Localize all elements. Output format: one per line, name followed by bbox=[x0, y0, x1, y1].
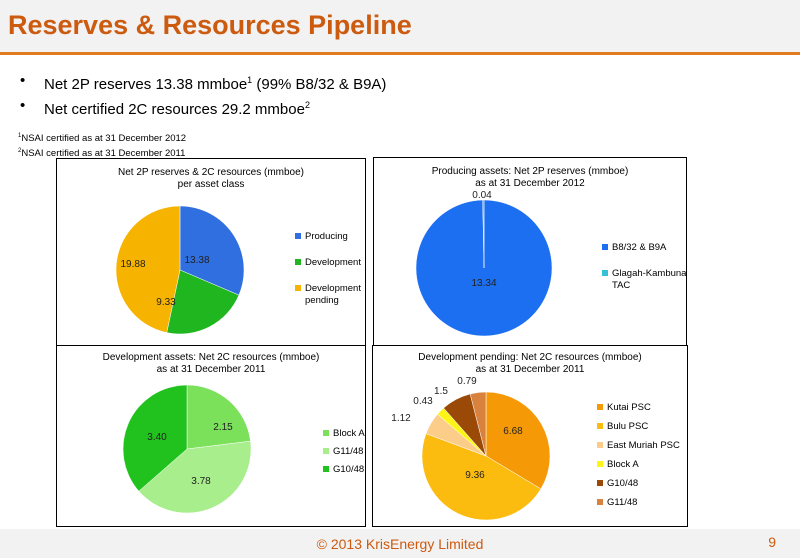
chart-title-line: Development assets: Net 2C resources (mm… bbox=[103, 352, 320, 363]
legend-label-kutai-psc: Kutai PSC bbox=[607, 402, 651, 413]
pie-chart: Net 2P reserves & 2C resources (mmboe)pe… bbox=[115, 167, 361, 335]
pie-slice-kutai-psc bbox=[485, 391, 551, 490]
legend-swatch-development bbox=[295, 259, 301, 265]
legend-label-bulu-psc: Bulu PSC bbox=[607, 421, 648, 432]
pie-chart: Development pending: Net 2C resources (m… bbox=[391, 352, 680, 521]
page-title: Reserves & Resources Pipeline bbox=[8, 10, 412, 40]
title-bar bbox=[0, 0, 800, 52]
data-label-g10-48: 3.40 bbox=[147, 432, 167, 443]
bullet-dot: • bbox=[20, 97, 26, 114]
legend-swatch-block-a bbox=[597, 461, 603, 467]
legend-swatch-glagah-kambuna-tac bbox=[602, 270, 608, 276]
pie-slice-g10-48 bbox=[122, 384, 188, 492]
data-label-b8-32-b9a: 13.34 bbox=[471, 278, 496, 289]
legend-label-development-pending: Development bbox=[305, 283, 361, 294]
legend-label-block-a: Block A bbox=[333, 428, 365, 439]
legend-swatch-east-muriah-psc bbox=[597, 442, 603, 448]
legend-swatch-g10-48 bbox=[597, 480, 603, 486]
data-label-block-a: 2.15 bbox=[213, 422, 233, 433]
legend-swatch-kutai-psc bbox=[597, 404, 603, 410]
legend-label-development: Development bbox=[305, 257, 361, 268]
data-label-g11-48: 3.78 bbox=[191, 476, 211, 487]
data-label-g11-48: 0.79 bbox=[457, 376, 477, 387]
footnotes: 1NSAI certified as at 31 December 2012 2… bbox=[18, 130, 186, 160]
chart-panel-development-pending: Development pending: Net 2C resources (m… bbox=[372, 345, 688, 527]
pie-slice-block-a bbox=[186, 384, 251, 450]
legend-label-b8-32-b9a: B8/32 & B9A bbox=[612, 242, 667, 253]
chart-panel-development: Development assets: Net 2C resources (mm… bbox=[56, 345, 366, 527]
legend-label-g10-48: G10/48 bbox=[333, 464, 364, 475]
chart-panel-producing: Producing assets: Net 2P reserves (mmboe… bbox=[373, 157, 687, 346]
pie-chart: Producing assets: Net 2P reserves (mmboe… bbox=[415, 166, 686, 337]
legend-swatch-block-a bbox=[323, 430, 329, 436]
legend-swatch-development-pending bbox=[295, 285, 301, 291]
pie-slice-development bbox=[166, 269, 240, 335]
page-number: 9 bbox=[768, 534, 776, 550]
legend-swatch-producing bbox=[295, 233, 301, 239]
legend-swatch-g11-48 bbox=[323, 448, 329, 454]
pie-slice-producing bbox=[179, 205, 245, 296]
bullet-text: Net certified 2C resources 29.2 mmboe2 bbox=[44, 100, 310, 118]
bullet-list: • Net 2P reserves 13.38 mmboe1 (99% B8/3… bbox=[20, 70, 386, 120]
legend-label-g11-48: G11/48 bbox=[333, 446, 363, 457]
legend-swatch-b8-32-b9a bbox=[602, 244, 608, 250]
pie-slice-g11-48 bbox=[138, 440, 252, 514]
footer-bar bbox=[0, 529, 800, 558]
footnote: 1NSAI certified as at 31 December 2012 bbox=[18, 133, 187, 145]
data-label-kutai-psc: 6.68 bbox=[503, 426, 523, 437]
pie-slice-development-pending bbox=[115, 205, 181, 333]
pie-slice-bulu-psc bbox=[421, 433, 542, 521]
chart-title-line: Producing assets: Net 2P reserves (mmboe… bbox=[432, 166, 629, 177]
chart-panel-asset-class: Net 2P reserves & 2C resources (mmboe) pe… bbox=[56, 158, 366, 347]
legend-label-producing: Producing bbox=[305, 231, 348, 242]
footnote: 2NSAI certified as at 31 December 2011 bbox=[18, 148, 186, 160]
legend-label-g11-48: G11/48 bbox=[607, 497, 637, 508]
data-label-g10-48: 1.5 bbox=[434, 386, 448, 397]
legend-swatch-g10-48 bbox=[323, 466, 329, 472]
legend-swatch-g11-48 bbox=[597, 499, 603, 505]
data-label-east-muriah-psc: 1.12 bbox=[391, 413, 411, 424]
pie-slice-g11-48 bbox=[469, 391, 487, 457]
data-label-block-a: 0.43 bbox=[413, 396, 433, 407]
pie-slice-glagah-kambuna-tac bbox=[482, 199, 485, 269]
data-label-bulu-psc: 9.36 bbox=[465, 470, 485, 481]
legend-label-glagah-kambuna-tac: Glagah-Kambuna bbox=[612, 268, 686, 279]
pie-chart: Development assets: Net 2C resources (mm… bbox=[103, 352, 365, 514]
footer-copyright: © 2013 KrisEnergy Limited bbox=[316, 536, 484, 552]
data-label-glagah-kambuna-tac: 0.04 bbox=[472, 190, 492, 201]
legend-label-block-a: Block A bbox=[607, 459, 639, 470]
data-label-development: 9.33 bbox=[156, 297, 176, 308]
chart-title-line: per asset class bbox=[178, 179, 245, 190]
chart-title-line: Net 2P reserves & 2C resources (mmboe) bbox=[118, 167, 304, 178]
bullet-text: Net 2P reserves 13.38 mmboe1 (99% B8/32 … bbox=[44, 75, 387, 93]
bullet-item: • Net certified 2C resources 29.2 mmboe2 bbox=[20, 95, 386, 120]
chart-title-line: as at 31 December 2011 bbox=[476, 364, 585, 375]
legend-label-g10-48: G10/48 bbox=[607, 478, 638, 489]
bullet-dot: • bbox=[20, 72, 26, 89]
bullet-item: • Net 2P reserves 13.38 mmboe1 (99% B8/3… bbox=[20, 70, 386, 95]
legend-swatch-bulu-psc bbox=[597, 423, 603, 429]
title-divider bbox=[0, 52, 800, 55]
data-label-development-pending: 19.88 bbox=[120, 259, 145, 270]
legend-label-glagah-kambuna-tac: TAC bbox=[612, 280, 630, 291]
legend-label-east-muriah-psc: East Muriah PSC bbox=[607, 440, 680, 451]
chart-title-line: as at 31 December 2011 bbox=[157, 364, 266, 375]
chart-title-line: Development pending: Net 2C resources (m… bbox=[418, 352, 641, 363]
data-label-producing: 13.38 bbox=[184, 255, 209, 266]
legend-label-development-pending: pending bbox=[305, 295, 339, 306]
chart-title-line: as at 31 December 2012 bbox=[475, 178, 585, 189]
